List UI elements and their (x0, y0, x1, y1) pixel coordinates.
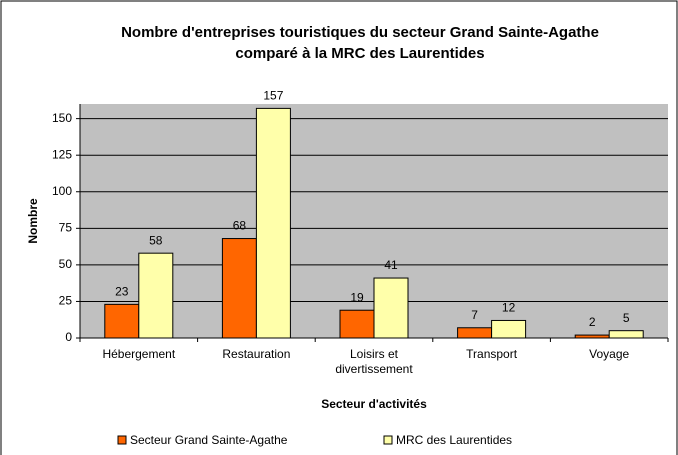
y-axis-title: Nombre (26, 198, 40, 244)
legend-swatch (117, 435, 127, 445)
value-label: 157 (263, 89, 283, 103)
value-label: 68 (233, 219, 247, 233)
bar (373, 277, 409, 339)
bar (221, 238, 257, 339)
x-tick-label: Loisirs et divertissement (335, 347, 413, 376)
bar (491, 319, 527, 339)
value-label: 23 (115, 285, 129, 299)
bar (138, 252, 174, 339)
x-tick-label: Transport (466, 347, 518, 361)
chart-title: Nombre d'entreprises touristiques du sec… (121, 24, 599, 62)
value-label: 2 (589, 315, 596, 329)
bar (104, 303, 140, 339)
y-tick-label: 100 (52, 184, 72, 198)
value-label: 41 (384, 258, 398, 272)
x-tick-label: Restauration (222, 347, 291, 361)
value-label: 58 (149, 233, 163, 247)
y-tick-label: 125 (52, 147, 72, 161)
value-label: 12 (502, 301, 516, 315)
y-tick-label: 75 (59, 220, 73, 234)
y-tick-label: 150 (52, 111, 72, 125)
value-label: 7 (471, 308, 478, 322)
y-tick-label: 50 (59, 257, 73, 271)
y-tick-label: 0 (65, 330, 72, 344)
x-axis-title: Secteur d'activités (321, 397, 427, 411)
legend-swatch (383, 435, 393, 445)
bar (339, 309, 375, 339)
legend-label: MRC des Laurentides (396, 433, 512, 447)
legend-label: Secteur Grand Sainte-Agathe (130, 433, 288, 447)
y-tick-label: 25 (59, 294, 73, 308)
bar (608, 330, 644, 339)
value-label: 5 (623, 311, 630, 325)
x-tick-label: Voyage (589, 347, 630, 361)
bar (457, 327, 493, 339)
bar (255, 107, 291, 339)
x-tick-label: Hébergement (102, 347, 176, 361)
value-label: 19 (350, 290, 364, 304)
